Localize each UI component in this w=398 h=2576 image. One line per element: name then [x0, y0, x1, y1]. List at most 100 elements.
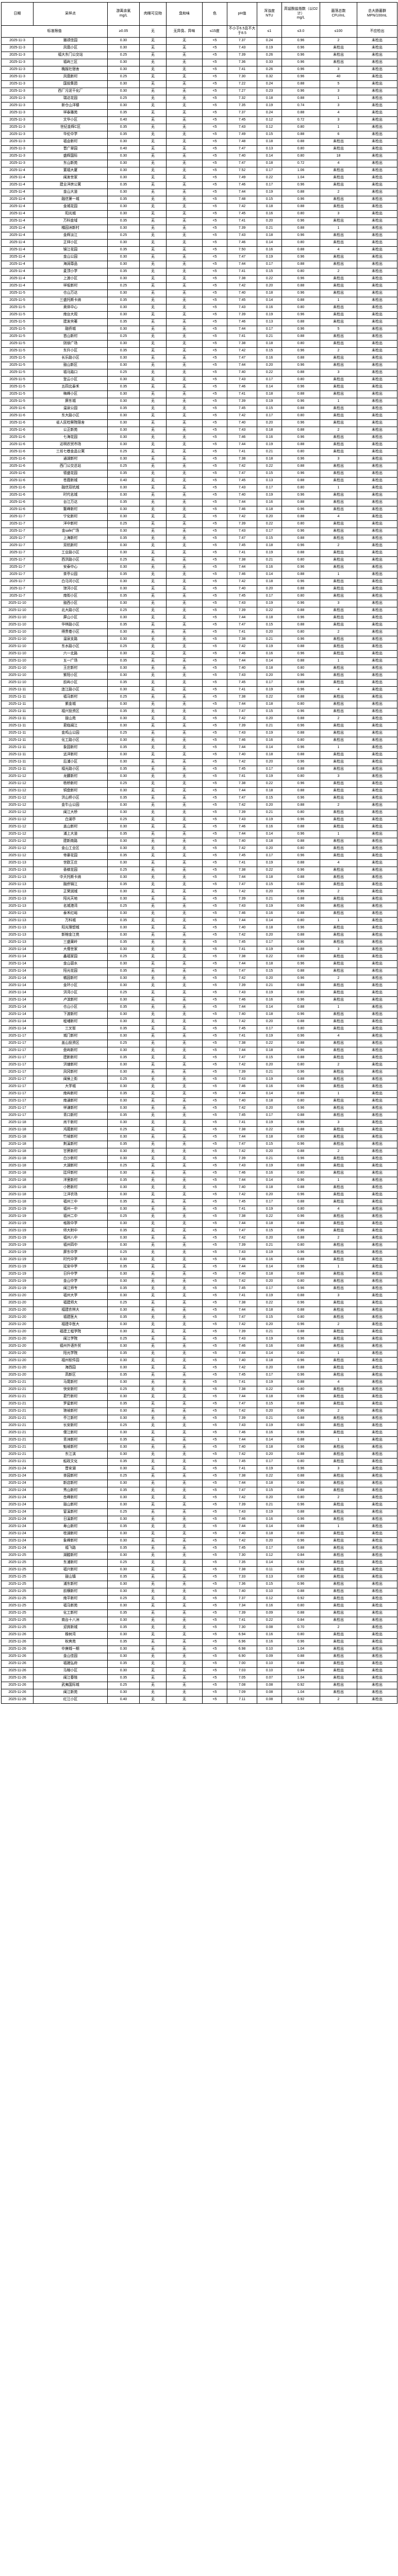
cell-turbidity: 0.19 — [257, 398, 282, 405]
cell-permanganate-index: 0.88 — [281, 1090, 320, 1098]
cell-ph: 7.45 — [227, 1198, 257, 1206]
cell-colony-count: 未检出 — [320, 816, 357, 824]
table-row: 2025-11-26 闽江春晓 0.35 无无 <5 7.05 0.07 1.04 未检出 未检出 — [1, 1674, 397, 1682]
cell-date: 2025-11-3 — [1, 145, 34, 153]
cell-colony-count: 1 — [320, 398, 357, 405]
cell-colony-count: 未检出 — [320, 1213, 357, 1221]
cell-ph: 7.45 — [227, 592, 257, 600]
cell-turbidity: 0.16 — [257, 910, 282, 918]
cell-ph: 7.42 — [227, 1451, 257, 1459]
cell-turbidity: 0.20 — [257, 931, 282, 939]
cell-free-chlorine: 0.25 — [107, 520, 140, 528]
cell-site: 鳌峰新村 — [33, 506, 108, 514]
cell-turbidity: 0.15 — [257, 470, 282, 478]
cell-colony-count: 2 — [320, 1624, 357, 1632]
cell-permanganate-index: 0.88 — [281, 730, 320, 737]
cell-color: <5 — [202, 1530, 227, 1538]
cell-color: <5 — [202, 160, 227, 167]
cell-permanganate-index: 0.96 — [281, 1177, 320, 1184]
table-row: 2025-11-10 温泉支路 0.30 无无 <5 7.38 0.21 0.96 未检出 未检出 — [1, 636, 397, 643]
cell-odor-taste: 无 — [166, 924, 203, 932]
cell-colony-count: 未检出 — [320, 679, 357, 687]
cell-free-chlorine: 0.35 — [107, 268, 140, 276]
cell-turbidity: 0.18 — [257, 701, 282, 708]
cell-colony-count: 未检出 — [320, 989, 357, 997]
table-row: 2025-11-10 六一北路 0.30 无无 <5 7.46 0.16 0.96 未检出 未检出 — [1, 650, 397, 658]
cell-turbidity: 0.16 — [257, 1429, 282, 1437]
col-header-date: 日期 — [1, 2, 34, 26]
cell-site: 阳光天地 — [33, 895, 108, 903]
cell-visible-matter: 无 — [139, 852, 167, 860]
cell-colony-count: 未检出 — [320, 939, 357, 946]
cell-colony-count: 3 — [320, 66, 357, 74]
cell-odor-taste: 无 — [166, 189, 203, 196]
table-row: 2025-11-3 祥泰雅苑 0.35 无无 <5 7.37 0.24 0.88 4 未检出 — [1, 109, 397, 117]
table-row: 2025-11-10 华林路小区 0.35 无无 <5 7.47 0.15 0.88 未检出 未检… — [1, 621, 397, 629]
cell-free-chlorine: 0.35 — [107, 1350, 140, 1358]
cell-ph: 7.49 — [227, 131, 257, 139]
cell-site: 万科金域 — [33, 217, 108, 225]
table-row: 2025-11-7 茶亭公园 0.35 无无 <5 7.46 0.14 0.88 1 未检出 — [1, 571, 397, 579]
cell-date: 2025-11-10 — [1, 600, 34, 607]
cell-visible-matter: 无 — [139, 1379, 167, 1386]
cell-visible-matter: 无 — [139, 253, 167, 261]
cell-free-chlorine: 0.30 — [107, 1408, 140, 1415]
cell-colony-count: 未检出 — [320, 823, 357, 831]
cell-visible-matter: 无 — [139, 564, 167, 571]
table-row: 2025-11-4 海润尊品 0.30 无无 <5 7.44 0.17 0.88 未检出 未检出 — [1, 261, 397, 268]
cell-free-chlorine: 0.35 — [107, 1523, 140, 1531]
cell-total-coliform: 未检出 — [357, 1119, 397, 1127]
cell-color: <5 — [202, 1299, 227, 1307]
cell-odor-taste: 无 — [166, 758, 203, 766]
cell-total-coliform: 未检出 — [357, 455, 397, 463]
cell-free-chlorine: 0.30 — [107, 1631, 140, 1639]
cell-permanganate-index: 0.88 — [281, 1487, 320, 1495]
cell-colony-count: 未检出 — [320, 737, 357, 744]
cell-odor-taste: 无 — [166, 398, 203, 405]
cell-permanganate-index: 0.88 — [281, 585, 320, 593]
cell-colony-count: 未检出 — [320, 1314, 357, 1321]
table-row: 2025-11-25 福兴新村 0.30 无无 <5 7.38 0.11 0.88 未检出 未检出 — [1, 1566, 397, 1574]
cell-free-chlorine: 0.30 — [107, 1379, 140, 1386]
cell-site: 屏东城 — [33, 398, 108, 405]
cell-odor-taste: 无 — [166, 1667, 203, 1675]
cell-color: <5 — [202, 52, 227, 59]
cell-odor-taste: 无 — [166, 203, 203, 211]
col-header-ph: pH值 — [227, 2, 257, 26]
cell-free-chlorine: 0.35 — [107, 1285, 140, 1293]
cell-turbidity: 0.14 — [257, 1004, 282, 1011]
cell-turbidity: 0.17 — [257, 679, 282, 687]
cell-total-coliform: 未检出 — [357, 1206, 397, 1213]
cell-date: 2025-11-17 — [1, 1040, 34, 1047]
cell-free-chlorine: 0.30 — [107, 80, 140, 88]
cell-turbidity: 0.17 — [257, 484, 282, 492]
cell-turbidity: 0.18 — [257, 542, 282, 550]
cell-permanganate-index: 0.80 — [281, 484, 320, 492]
cell-permanganate-index: 0.96 — [281, 275, 320, 283]
cell-ph: 7.45 — [227, 210, 257, 218]
cell-odor-taste: 无 — [166, 1025, 203, 1033]
cell-odor-taste: 无 — [166, 1581, 203, 1588]
cell-ph: 7.43 — [227, 730, 257, 737]
cell-date: 2025-11-17 — [1, 1090, 34, 1098]
cell-visible-matter: 无 — [139, 549, 167, 557]
cell-odor-taste: 无 — [166, 672, 203, 680]
cell-site: 大湖新村 — [33, 1162, 108, 1170]
cell-odor-taste: 无 — [166, 751, 203, 759]
cell-total-coliform: 未检出 — [357, 542, 397, 550]
table-row: 2025-11-4 金辉淡江 0.25 无无 <5 7.43 0.18 0.96 未检出 未检出 — [1, 232, 397, 240]
cell-total-coliform: 未检出 — [357, 124, 397, 131]
cell-ph: 7.48 — [227, 138, 257, 146]
cell-free-chlorine: 0.35 — [107, 297, 140, 304]
limit-odor-taste: 无异臭、异味 — [166, 25, 203, 38]
cell-permanganate-index: 0.88 — [281, 535, 320, 543]
cell-colony-count: 未检出 — [320, 787, 357, 795]
cell-color: <5 — [202, 1213, 227, 1221]
cell-site: 盖山新村 — [33, 823, 108, 831]
cell-permanganate-index: 0.88 — [281, 1566, 320, 1574]
cell-visible-matter: 无 — [139, 910, 167, 918]
cell-colony-count: 未检出 — [320, 1162, 357, 1170]
cell-date: 2025-11-6 — [1, 434, 34, 442]
cell-total-coliform: 未检出 — [357, 903, 397, 910]
cell-turbidity: 0.18 — [257, 578, 282, 586]
